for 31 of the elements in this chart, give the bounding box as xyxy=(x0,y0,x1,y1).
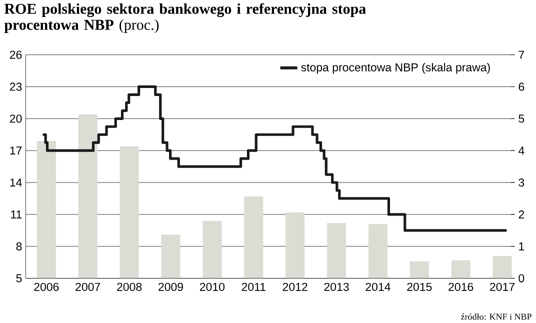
y2-tick-label: 0 xyxy=(518,274,524,282)
y-tick-label: 14 xyxy=(10,178,22,186)
x-tick-label: 2013 xyxy=(324,282,349,291)
y2-tick-label: 2 xyxy=(518,210,524,218)
y-tick-label: 17 xyxy=(10,146,22,155)
y2-tick-label: 7 xyxy=(518,50,524,59)
text: źródło: KNF i NBP xyxy=(461,313,532,320)
y2-tick-label: 1 xyxy=(519,242,524,250)
x-tick-label: 2008 xyxy=(117,282,142,291)
x-tick-label: 2009 xyxy=(158,282,183,291)
x-tick-label: 2014 xyxy=(366,282,390,291)
y2-tick-label: 6 xyxy=(518,82,524,91)
y-tick-label: 26 xyxy=(10,50,22,59)
x-tick-label: 2006 xyxy=(34,282,59,291)
x-tick-label: 2007 xyxy=(76,282,100,291)
x-tick-label: 2016 xyxy=(448,282,474,291)
x-tick-label: 2010 xyxy=(200,282,225,291)
chart-title: ROE polskiego sektora bankowego i referencyjna stopa procentowa NBP (proc.) xyxy=(4,3,366,33)
y-tick-label: 20 xyxy=(10,114,22,123)
legend-label: stopa procentowa NBP (skala prawa) xyxy=(301,62,490,74)
y2-tick-label: 5 xyxy=(518,114,524,123)
y2-tick-label: 4 xyxy=(518,146,524,155)
y-tick-label: 5 xyxy=(16,274,22,282)
x-tick-label: 2015 xyxy=(407,282,432,291)
y-tick-label: 11 xyxy=(11,210,22,218)
x-tick-label: 2011 xyxy=(242,282,266,291)
x-tick-label: 2017 xyxy=(490,282,514,291)
x-tick-label: 2012 xyxy=(282,282,308,291)
y2-tick-label: 3 xyxy=(518,178,524,187)
y-tick-label: 8 xyxy=(16,242,22,250)
y-tick-label: 23 xyxy=(10,82,22,91)
